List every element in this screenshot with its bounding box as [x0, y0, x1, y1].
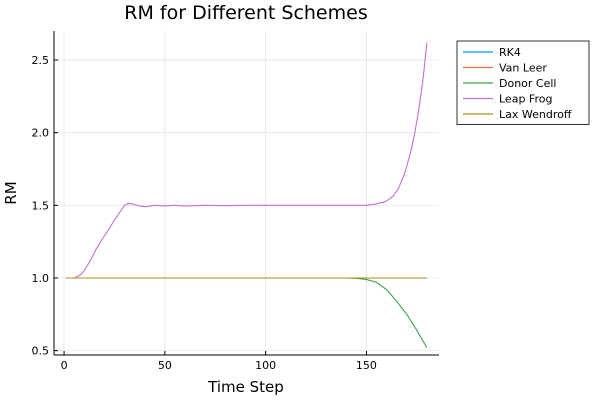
- y-tick-label: 2.5: [32, 54, 50, 67]
- legend-label-rk4: RK4: [499, 46, 521, 59]
- x-tick-label: 150: [356, 359, 377, 372]
- chart-title: RM for Different Schemes: [124, 2, 367, 24]
- series-group: [66, 42, 428, 349]
- y-tick-label: 2.0: [32, 127, 50, 140]
- legend-label-van-leer: Van Leer: [499, 62, 547, 75]
- y-tick-label: 1.5: [32, 199, 50, 212]
- y-tick-label: 1.0: [32, 272, 50, 285]
- y-axis-label: RM: [2, 181, 20, 204]
- legend-label-leap-frog: Leap Frog: [499, 93, 552, 106]
- x-tick-label: 0: [61, 359, 68, 372]
- axes-frame: [53, 31, 439, 356]
- legend-label-lax-wendroff: Lax Wendroff: [499, 108, 572, 121]
- y-tick-label: 0.5: [32, 345, 50, 358]
- axis-ticks: 0 50 100 150 0.5 1.0 1.5 2.0 2.5: [32, 54, 377, 372]
- x-tick-label: 100: [255, 359, 276, 372]
- legend-label-donor-cell: Donor Cell: [499, 77, 556, 90]
- x-tick-label: 50: [158, 359, 172, 372]
- legend: RK4 Van Leer Donor Cell Leap Frog Lax Wendro…: [456, 40, 590, 125]
- series-line-leap-frog: [66, 42, 428, 279]
- x-axis-label: Time Step: [207, 378, 284, 396]
